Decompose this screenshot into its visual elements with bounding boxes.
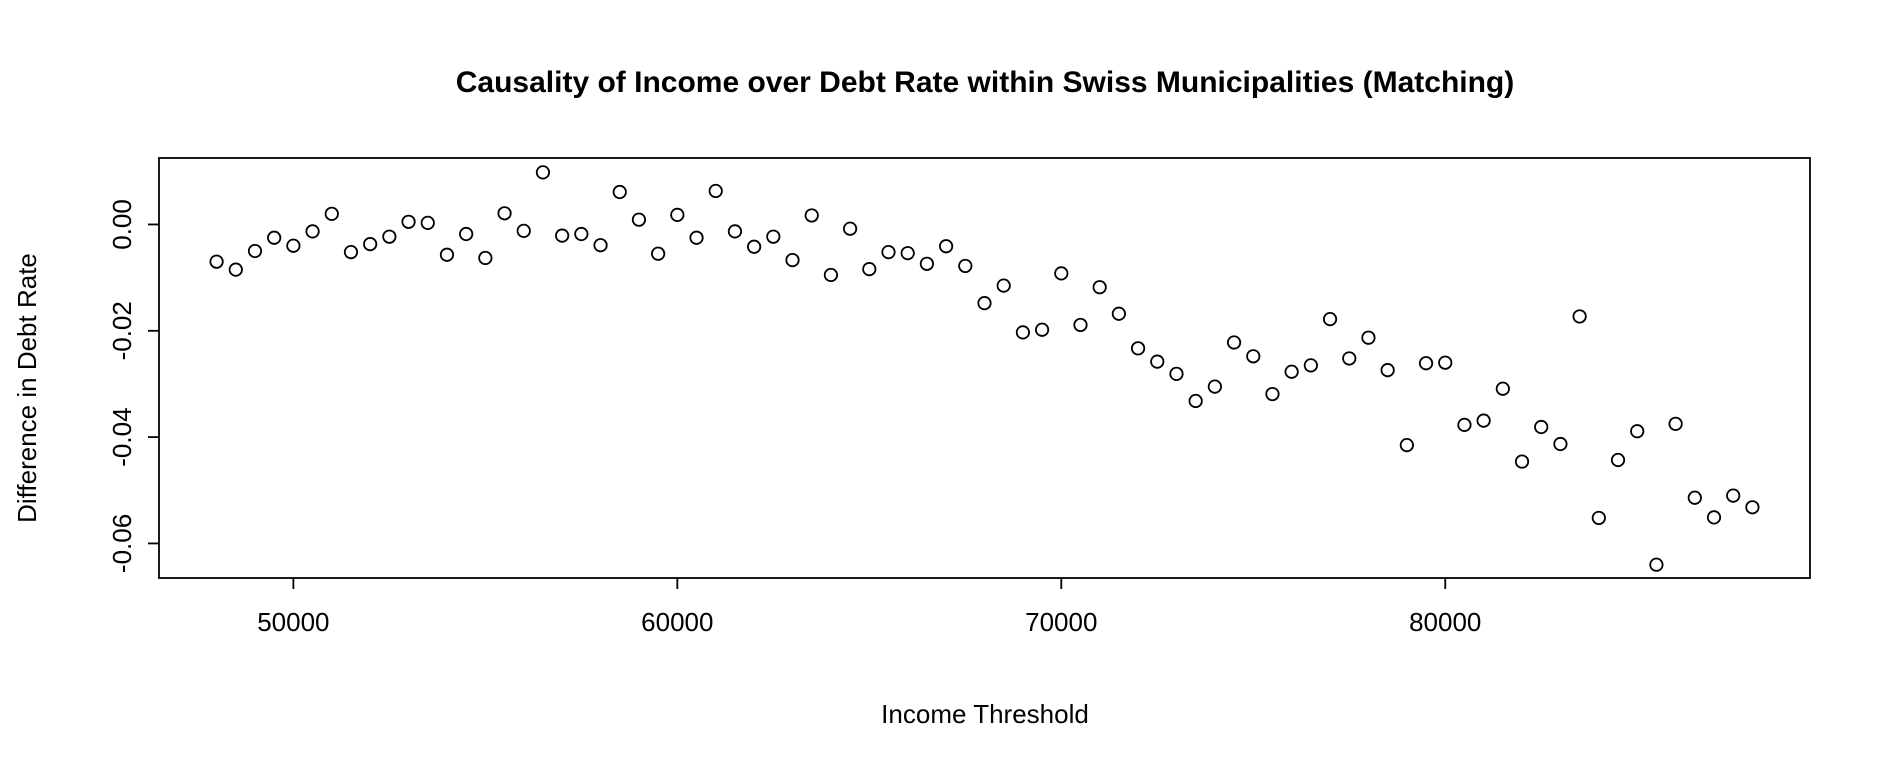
data-point <box>286 238 301 253</box>
data-point <box>1457 417 1472 432</box>
data-point <box>1591 510 1606 526</box>
x-axis: 50000 60000 70000 80000 <box>257 578 1481 637</box>
data-point <box>1342 351 1357 366</box>
x-axis-label: Income Threshold <box>881 699 1089 729</box>
data-point <box>1649 557 1664 572</box>
data-point <box>1207 379 1222 394</box>
data-point <box>1706 510 1722 525</box>
data-point <box>420 215 435 230</box>
y-axis-label: Difference in Debt Rate <box>12 253 42 523</box>
data-point <box>324 206 339 221</box>
y-tick-label: -0.06 <box>107 514 137 573</box>
x-tick-label: 60000 <box>641 607 713 637</box>
data-point <box>459 226 474 242</box>
data-point <box>1630 424 1645 439</box>
data-point <box>478 250 493 266</box>
data-point <box>862 262 877 277</box>
plot-frame <box>158 157 1811 579</box>
data-point <box>305 224 320 239</box>
y-axis: -0.06 -0.04 -0.02 0.00 <box>107 199 159 573</box>
data-point <box>497 206 512 221</box>
data-point <box>382 229 397 244</box>
data-point <box>823 267 839 283</box>
data-point <box>1130 341 1146 356</box>
data-point <box>228 262 243 277</box>
data-point <box>209 254 224 269</box>
data-point <box>670 207 685 222</box>
data-point <box>516 223 531 238</box>
data-point <box>247 243 263 259</box>
data-point <box>1572 309 1587 324</box>
data-point <box>804 208 819 223</box>
data-point <box>1438 355 1453 370</box>
y-tick-label: 0.00 <box>107 199 137 250</box>
data-point <box>939 239 954 254</box>
data-point <box>785 252 800 268</box>
data-point <box>612 184 627 200</box>
data-point <box>1284 364 1299 379</box>
data-point <box>1073 317 1088 333</box>
data-point <box>1322 311 1338 327</box>
data-point <box>1092 280 1107 295</box>
y-tick-label: -0.04 <box>107 407 137 466</box>
data-point <box>727 224 743 239</box>
data-point <box>708 183 723 199</box>
data-point <box>689 230 704 245</box>
data-point <box>535 165 551 180</box>
data-point <box>1226 335 1242 350</box>
data-point <box>439 247 455 262</box>
data-point <box>1015 325 1030 340</box>
data-points <box>209 165 1760 572</box>
data-point <box>1726 488 1741 503</box>
data-point <box>1150 354 1165 369</box>
data-point <box>1054 266 1069 281</box>
data-point <box>958 258 973 274</box>
y-tick-label: -0.02 <box>107 301 137 360</box>
data-point <box>574 226 589 242</box>
data-point <box>766 229 781 244</box>
data-point <box>1265 386 1280 402</box>
data-point <box>1399 437 1414 453</box>
data-point <box>881 245 896 260</box>
data-point <box>363 237 378 252</box>
data-point <box>555 228 570 243</box>
data-point <box>1361 330 1376 345</box>
data-point <box>401 214 416 229</box>
data-point <box>1553 436 1568 452</box>
data-point <box>1610 452 1626 468</box>
x-tick-label: 70000 <box>1025 607 1097 637</box>
x-tick-label: 50000 <box>257 607 329 637</box>
data-point <box>1188 393 1203 409</box>
data-point <box>977 296 992 311</box>
data-point <box>919 256 935 271</box>
data-point <box>1034 322 1050 337</box>
data-point <box>267 230 282 245</box>
data-point <box>1111 306 1126 321</box>
chart-title: Causality of Income over Debt Rate withi… <box>456 66 1515 99</box>
data-point <box>1687 490 1702 505</box>
data-point <box>1169 366 1184 381</box>
data-point <box>1418 356 1434 371</box>
data-point <box>1514 454 1530 469</box>
data-point <box>593 238 608 253</box>
data-point <box>1476 413 1491 428</box>
data-point <box>651 246 666 261</box>
data-point <box>343 245 359 260</box>
data-point <box>1745 500 1760 515</box>
data-point <box>631 212 647 227</box>
data-point <box>1246 349 1261 364</box>
x-tick-label: 80000 <box>1409 607 1481 637</box>
data-point <box>900 246 915 261</box>
data-point <box>843 221 858 236</box>
data-point <box>1668 416 1683 431</box>
data-point <box>1380 363 1395 378</box>
data-point <box>1303 358 1318 373</box>
data-point <box>1534 419 1549 435</box>
data-point <box>996 278 1011 293</box>
data-point <box>747 239 762 254</box>
data-point <box>1495 381 1510 396</box>
